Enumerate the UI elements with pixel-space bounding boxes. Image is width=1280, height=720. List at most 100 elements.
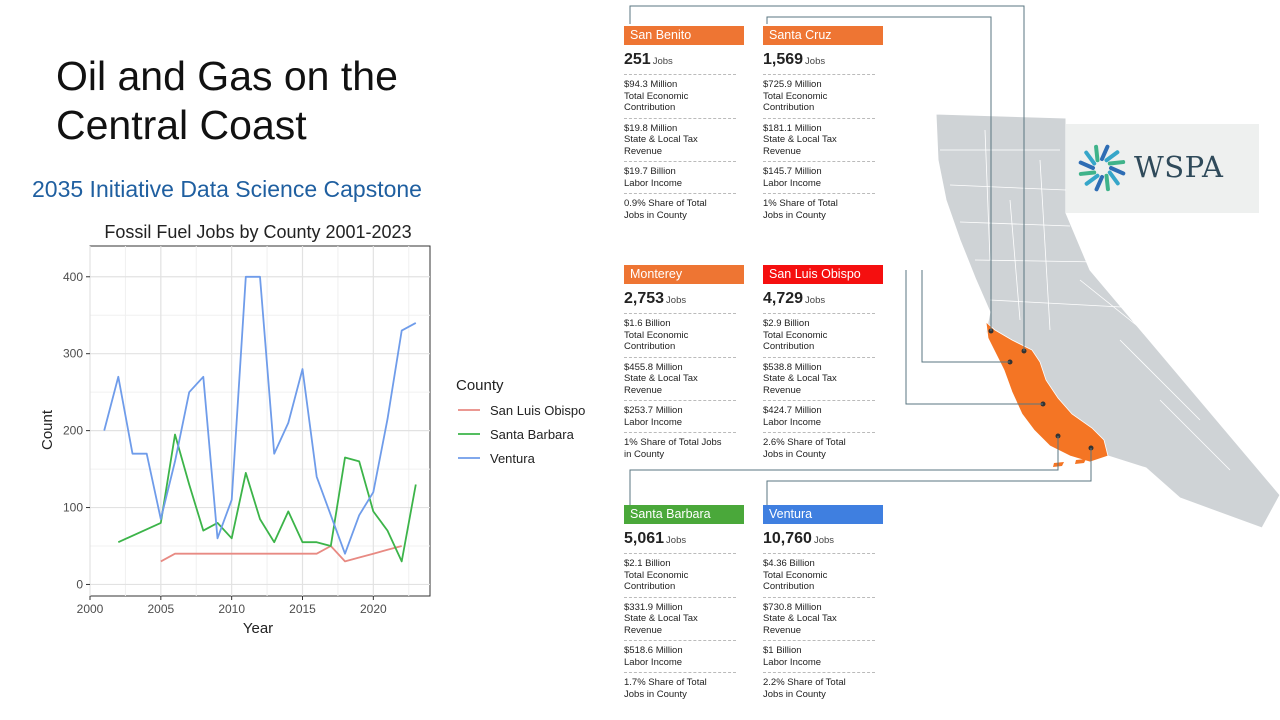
logo-ray	[1107, 170, 1120, 186]
connector-san-luis-obispo	[905, 270, 1043, 405]
jobs-share: 1% Share of Total Jobs in County	[624, 433, 736, 464]
county-name: Santa Barbara	[624, 505, 744, 524]
stat-value: $455.8 Million	[624, 361, 683, 373]
x-tick-label: 2015	[289, 602, 316, 616]
logo-ray	[1107, 160, 1126, 166]
wspa-logo: WSPA	[1066, 124, 1259, 213]
series-line-ventura	[103, 275, 417, 555]
stat-label: State & Local Tax	[763, 613, 837, 624]
logo-ray	[1078, 160, 1095, 170]
stat-value: $538.8 Million	[763, 361, 822, 373]
economic-contribution: $725.9 Million Total Economic Contribution	[763, 75, 875, 119]
stat-value: $145.7 Million	[763, 166, 822, 177]
county-card-san-benito: San Benito 251 Jobs $94.3 Million Total Econ…	[624, 26, 744, 225]
axes: 0 100 200 300 400 2000 2005 2010 2015 2020	[63, 270, 387, 616]
stat-label: Total Economic	[624, 90, 689, 102]
x-tick-label: 2005	[147, 602, 174, 616]
jobs-unit: Jobs	[805, 295, 826, 306]
stat-label: State & Local Tax	[624, 134, 698, 145]
x-tick-label: 2010	[218, 602, 245, 616]
stat-label: Jobs in County	[763, 688, 826, 700]
stat-value: 2.6% Share of Total	[763, 437, 846, 448]
county-name: Ventura	[763, 505, 883, 524]
economic-contribution: $4.36 Billion Total Economic Contribution	[763, 554, 875, 598]
county-name: Monterey	[624, 265, 744, 284]
legend-label: Ventura	[490, 451, 536, 466]
logo-ray	[1084, 150, 1097, 166]
labor-income: $145.7 Million Labor Income	[763, 162, 875, 194]
stat-value: $1.6 Billion	[624, 318, 671, 329]
chart-title: Fossil Fuel Jobs by County 2001-2023	[104, 222, 411, 242]
connector-ventura	[766, 448, 1092, 505]
stat-label: State & Local Tax	[624, 373, 698, 384]
stat-value: 1% Share of Total Jobs	[624, 437, 722, 448]
jobs-unit: Jobs	[805, 56, 826, 67]
jobs-value: 5,061	[624, 530, 665, 547]
stat-value: $1 Billion	[763, 645, 802, 656]
y-axis-label: Count	[39, 409, 56, 450]
labor-income: $253.7 Million Labor Income	[624, 401, 736, 433]
stat-label: Labor Income	[763, 177, 822, 189]
stat-value: $730.8 Million	[763, 601, 822, 613]
jobs-unit: Jobs	[666, 535, 687, 546]
tax-revenue: $19.8 Million State & Local Tax Revenue	[624, 119, 736, 162]
stat-value: $725.9 Million	[763, 79, 822, 90]
jobs-value: 2,753	[624, 290, 665, 307]
grid-lines	[89, 246, 430, 596]
economic-contribution: $2.1 Billion Total Economic Contribution	[624, 554, 736, 598]
x-axis-label: Year	[243, 620, 273, 637]
jobs-value: 4,729	[763, 290, 804, 307]
county-card-san-luis-obispo: San Luis Obispo 4,729 Jobs $2.9 Billion Tota…	[763, 265, 883, 464]
jobs-count: 2,753 Jobs	[624, 290, 736, 314]
series-lines	[103, 275, 417, 563]
stat-value: 2.2% Share of Total	[763, 677, 846, 688]
tax-revenue: $455.8 Million State & Local Tax Revenue	[624, 358, 736, 401]
stat-label: Revenue	[624, 624, 663, 636]
stat-value: 0.9% Share of Total	[624, 198, 707, 209]
y-tick-label: 0	[76, 577, 83, 591]
stat-label: Contribution	[763, 102, 815, 113]
jobs-share: 1% Share of Total Jobs in County	[763, 194, 875, 225]
stat-value: 1% Share of Total	[763, 198, 838, 209]
connector-lines	[629, 5, 1092, 505]
logo-ray	[1094, 144, 1100, 163]
county-name: Santa Cruz	[763, 26, 883, 45]
y-tick-label: 200	[63, 424, 83, 438]
connector-san-benito	[629, 5, 1025, 351]
stat-label: Revenue	[624, 384, 663, 396]
chart-legend: County San Luis Obispo Santa Barbara Ventu…	[456, 377, 585, 466]
county-name: San Benito	[624, 26, 744, 45]
stat-label: State & Local Tax	[763, 373, 837, 384]
stat-label: State & Local Tax	[763, 134, 837, 145]
connector-santa-cruz	[766, 16, 992, 331]
jobs-unit: Jobs	[813, 535, 835, 546]
jobs-count: 10,760 Jobs	[763, 530, 875, 554]
connector-monterey	[921, 270, 1010, 363]
stat-label: Labor Income	[624, 416, 683, 428]
stat-label: Revenue	[763, 145, 802, 157]
legend-label: San Luis Obispo	[490, 403, 585, 418]
stat-value: $4.36 Billion	[763, 558, 815, 569]
legend-title: County	[456, 377, 504, 394]
economic-contribution: $94.3 Million Total Economic Contribution	[624, 75, 736, 119]
jobs-share: 1.7% Share of Total Jobs in County	[624, 673, 736, 704]
central-coast-highlight	[985, 320, 1109, 463]
stat-value: $518.6 Million	[624, 645, 683, 656]
stat-label: Jobs in County	[763, 209, 826, 221]
jobs-count: 5,061 Jobs	[624, 530, 736, 554]
tax-revenue: $730.8 Million State & Local Tax Revenue	[763, 598, 875, 641]
logo-ray	[1104, 150, 1120, 163]
series-line-san-luis-obispo	[160, 545, 402, 563]
jobs-unit: Jobs	[652, 56, 673, 67]
stat-label: Total Economic	[763, 90, 828, 102]
y-tick-label: 300	[63, 347, 83, 361]
stat-label: Contribution	[763, 341, 815, 352]
stat-label: Total Economic	[624, 329, 689, 341]
jobs-share: 0.9% Share of Total Jobs in County	[624, 194, 736, 225]
stat-label: Labor Income	[763, 416, 822, 428]
slide-subtitle: 2035 Initiative Data Science Capstone	[32, 176, 422, 202]
county-borders	[940, 129, 1231, 471]
stat-label: Contribution	[763, 581, 815, 592]
county-name: San Luis Obispo	[763, 265, 883, 284]
